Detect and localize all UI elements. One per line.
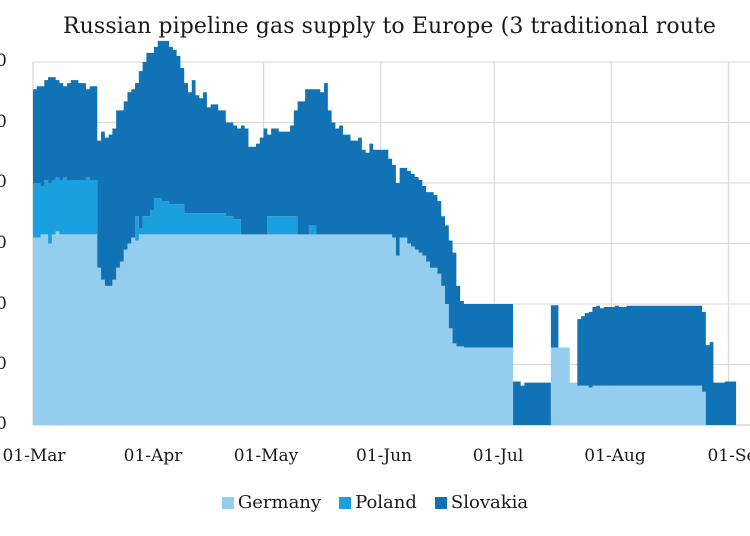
x-tick-label: 01-Aug <box>584 446 646 466</box>
y-tick-label: 0 <box>0 354 7 374</box>
x-tick-label: 01-Apr <box>123 446 183 466</box>
y-tick-label: 0 <box>0 112 7 132</box>
legend-item-slovakia[interactable]: Slovakia <box>434 492 529 513</box>
area-slovakia <box>33 40 737 425</box>
x-tick-label: 01-Jul <box>472 446 524 466</box>
x-tick-label: 01-Se <box>707 446 750 466</box>
x-tick-label: 01-Mar <box>2 446 66 466</box>
chart-title: Russian pipeline gas supply to Europe (3… <box>63 14 717 39</box>
chart-legend: Germany Poland Slovakia <box>0 492 750 513</box>
legend-swatch-germany <box>221 496 234 509</box>
legend-item-germany[interactable]: Germany <box>221 492 322 513</box>
legend-swatch-poland <box>339 496 352 509</box>
y-tick-label: 0 <box>0 294 7 314</box>
legend-label: Germany <box>237 492 322 513</box>
area-germany <box>33 231 737 425</box>
stacked-areas <box>33 40 737 425</box>
y-tick-label: 0 <box>0 51 7 71</box>
legend-label: Slovakia <box>450 492 529 513</box>
legend-swatch-slovakia <box>434 496 447 509</box>
y-tick-label: 0 <box>0 172 7 192</box>
legend-label: Poland <box>355 492 417 513</box>
chart-plot-area <box>32 40 750 426</box>
x-tick-label: 01-May <box>233 446 299 466</box>
y-tick-label: 0 <box>0 414 7 434</box>
y-tick-label: 0 <box>0 233 7 253</box>
legend-item-poland[interactable]: Poland <box>339 492 417 513</box>
x-tick-label: 01-Jun <box>355 446 413 466</box>
